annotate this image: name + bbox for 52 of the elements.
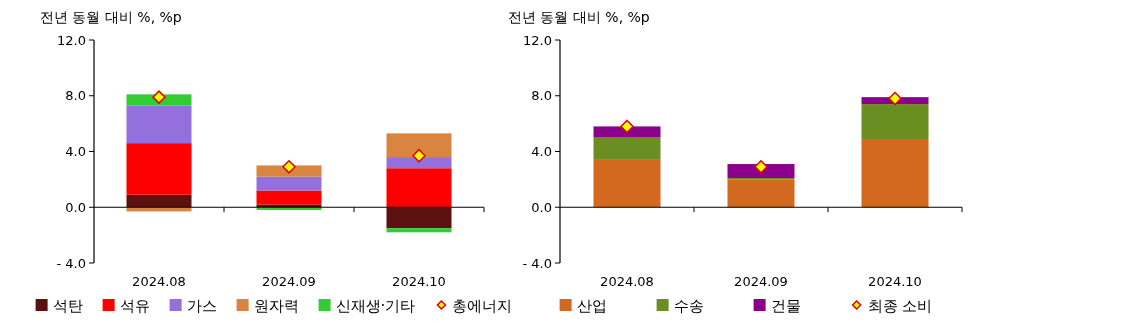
x-tick-label: 2024.10 [868, 274, 922, 289]
x-tick-label: 2024.08 [132, 274, 186, 289]
y-tick-label: 12.0 [523, 32, 552, 48]
bar [593, 159, 661, 208]
y-axis-title: 전년 동월 대비 %, %p [40, 9, 182, 25]
point [888, 91, 902, 106]
legend-label: 석유 [119, 297, 150, 315]
legend-label: 원자력 [253, 297, 299, 315]
bar [861, 138, 929, 208]
bar [386, 207, 452, 229]
legend-label: 신재생·기타 [335, 297, 416, 315]
legend-label: 총에너지 [452, 297, 513, 315]
legend-label: 수송 [673, 297, 704, 315]
bar [126, 143, 192, 195]
bar [126, 194, 192, 208]
point [620, 119, 634, 134]
bar [593, 137, 661, 160]
x-tick-label: 2024.10 [392, 274, 446, 289]
y-tick-label: 8.0 [65, 88, 86, 104]
legend-label: 산업 [576, 297, 607, 315]
legend-label: 건물 [770, 297, 801, 315]
y-tick-label: 4.0 [65, 144, 86, 159]
bar [256, 190, 322, 205]
bar [727, 164, 795, 178]
bar [386, 168, 452, 208]
bar [861, 104, 929, 139]
x-tick-label: 2024.09 [262, 274, 316, 289]
y-tick-label: 4.0 [531, 144, 552, 159]
y-tick-label: 8.0 [531, 88, 552, 104]
legend-label: 가스 [186, 297, 217, 315]
bar [386, 157, 452, 169]
point [282, 160, 296, 174]
bar [386, 228, 452, 233]
y-tick-label: - 4.0 [522, 255, 552, 271]
legend-label: 석탄 [52, 297, 83, 315]
y-tick-label: - 4.0 [56, 255, 86, 271]
bar [126, 105, 192, 144]
y-tick-label: 0.0 [531, 199, 552, 215]
bar [386, 133, 452, 158]
bar [727, 179, 795, 208]
y-axis-title: 전년 동월 대비 %, %p [508, 9, 650, 25]
y-tick-label: 12.0 [57, 32, 86, 48]
legend-label: 최종 소비 [867, 297, 933, 315]
point [754, 160, 768, 174]
bar [256, 165, 322, 177]
x-tick-label: 2024.08 [600, 274, 654, 289]
point [152, 90, 166, 104]
point [412, 148, 426, 163]
bar [593, 126, 661, 138]
bar [256, 176, 322, 191]
x-tick-label: 2024.09 [734, 274, 788, 289]
y-tick-label: 0.0 [65, 199, 86, 215]
